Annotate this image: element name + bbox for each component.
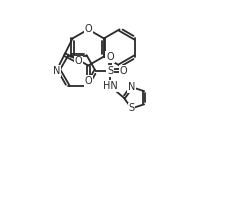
Text: HN: HN	[103, 81, 117, 91]
Text: N: N	[128, 82, 135, 92]
Text: N: N	[53, 66, 60, 76]
Text: S: S	[107, 66, 113, 76]
Text: O: O	[85, 24, 92, 34]
Text: O: O	[85, 76, 92, 86]
Text: O: O	[120, 66, 127, 76]
Text: O: O	[74, 56, 82, 67]
Text: S: S	[128, 103, 135, 113]
Text: O: O	[106, 52, 114, 62]
